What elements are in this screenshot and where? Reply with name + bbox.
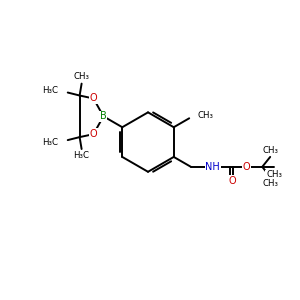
- Text: H₃C: H₃C: [42, 138, 58, 147]
- Text: H₃C: H₃C: [74, 152, 90, 160]
- Text: O: O: [229, 176, 236, 186]
- Text: NH: NH: [205, 162, 220, 172]
- Text: CH₃: CH₃: [74, 72, 90, 81]
- Text: CH₃: CH₃: [266, 170, 282, 179]
- Text: CH₃: CH₃: [262, 179, 278, 188]
- Text: CH₃: CH₃: [262, 146, 278, 154]
- Text: O: O: [243, 162, 250, 172]
- Text: B: B: [100, 111, 107, 121]
- Text: O: O: [90, 94, 97, 103]
- Text: H₃C: H₃C: [42, 86, 58, 95]
- Text: O: O: [90, 129, 97, 139]
- Text: CH₃: CH₃: [197, 111, 213, 120]
